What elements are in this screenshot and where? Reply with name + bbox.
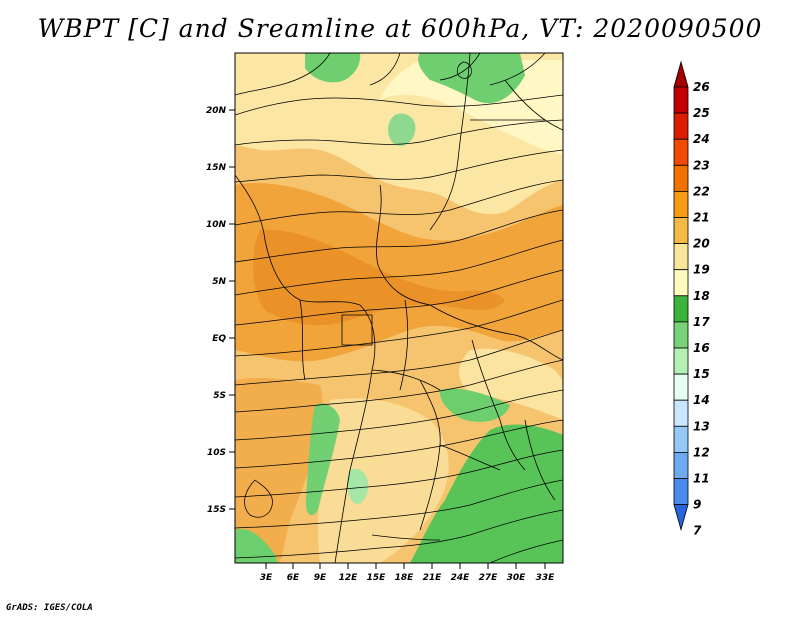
colorbar-segment	[673, 112, 689, 140]
map-title: WBPT [C] and Sreamline at 600hPa, VT: 20…	[37, 14, 763, 43]
colorbar-segment	[673, 373, 689, 401]
colorbar-segment	[673, 295, 689, 323]
colorbar-segment	[673, 217, 689, 245]
lat-label-5s: 5S	[213, 391, 226, 401]
colorbar-label: 26	[693, 80, 710, 94]
lon-label-21e: 21E	[423, 573, 443, 583]
colorbar-label: 23	[693, 158, 710, 172]
field-17-se2	[439, 388, 510, 422]
colorbar-segment	[673, 478, 689, 506]
colorbar-segment	[673, 138, 689, 166]
field-17-nw	[305, 53, 361, 83]
lat-label-10n: 10N	[206, 220, 227, 230]
lon-axis: 3E 6E 9E 12E 15E 18E 21E 24E 27E 30E 33E	[260, 563, 555, 583]
field-17-se	[410, 424, 563, 563]
colorbar-label: 20	[693, 237, 710, 251]
grads-credit: GrADS: IGES/COLA	[6, 603, 93, 613]
colorbar-label: 19	[693, 263, 710, 277]
colorbar-segment	[673, 190, 689, 218]
colorbar-segment	[673, 86, 689, 114]
colorbar-label: 21	[693, 211, 710, 225]
lon-label-3e: 3E	[260, 573, 273, 583]
field-21-south	[235, 377, 323, 563]
lon-label-30e: 30E	[507, 573, 527, 583]
lat-label-15n: 15N	[206, 163, 227, 173]
streamlines	[235, 53, 563, 563]
lon-label-33e: 33E	[536, 573, 556, 583]
lon-label-27e: 27E	[479, 573, 499, 583]
lat-label-eq: EQ	[212, 334, 226, 344]
lon-label-24e: 24E	[451, 573, 471, 583]
colorbar-label: 16	[693, 341, 710, 355]
field-16-south	[347, 468, 369, 504]
colorbar-arrow-top	[673, 60, 689, 88]
colorbar-segment	[673, 164, 689, 192]
field-17-swcoast	[235, 529, 278, 563]
borders	[235, 53, 563, 563]
lat-label-10s: 10S	[207, 448, 226, 458]
colorbar-segment	[673, 425, 689, 453]
colorbar-label: 17	[693, 315, 710, 329]
wbpt-field	[235, 53, 563, 563]
colorbar-label: 15	[693, 367, 710, 381]
field-19-south	[318, 398, 449, 563]
lat-label-5n: 5N	[212, 277, 226, 287]
colorbar-segment	[673, 269, 689, 297]
colorbar-arrow-bottom	[673, 504, 689, 532]
lon-label-9e: 9E	[314, 573, 327, 583]
colorbar-label: 18	[693, 289, 710, 303]
colorbar-label: 12	[693, 445, 710, 459]
colorbar-segment	[673, 451, 689, 479]
colorbar-label: 11	[693, 472, 710, 486]
lon-label-18e: 18E	[395, 573, 415, 583]
colorbar-label: 24	[693, 132, 710, 146]
field-17-sw	[305, 403, 340, 516]
colorbar-segment	[673, 243, 689, 271]
field-17-ne	[418, 53, 525, 104]
lat-axis: 20N 15N 10N 5N EQ 5S 10S 15S	[206, 106, 235, 515]
colorbar-label: 7	[693, 524, 702, 538]
lon-label-15e: 15E	[367, 573, 387, 583]
colorbar: 26 25 24 23 22 21 20 19 18 17 16 15 14 13 12 11 9 7	[673, 60, 710, 538]
lat-label-15s: 15S	[207, 505, 226, 515]
map-frame	[234, 52, 564, 564]
colorbar-segment	[673, 321, 689, 349]
colorbar-label: 25	[693, 106, 710, 120]
colorbar-segment	[673, 399, 689, 427]
colorbar-label: 14	[693, 393, 710, 407]
lat-label-20n: 20N	[206, 106, 227, 116]
colorbar-label: 22	[693, 184, 710, 198]
colorbar-label: 9	[693, 498, 701, 512]
colorbar-segment	[673, 347, 689, 375]
field-17-nw2	[388, 113, 416, 146]
colorbar-label: 13	[693, 419, 710, 433]
lon-label-6e: 6E	[287, 573, 300, 583]
lon-label-12e: 12E	[339, 573, 359, 583]
